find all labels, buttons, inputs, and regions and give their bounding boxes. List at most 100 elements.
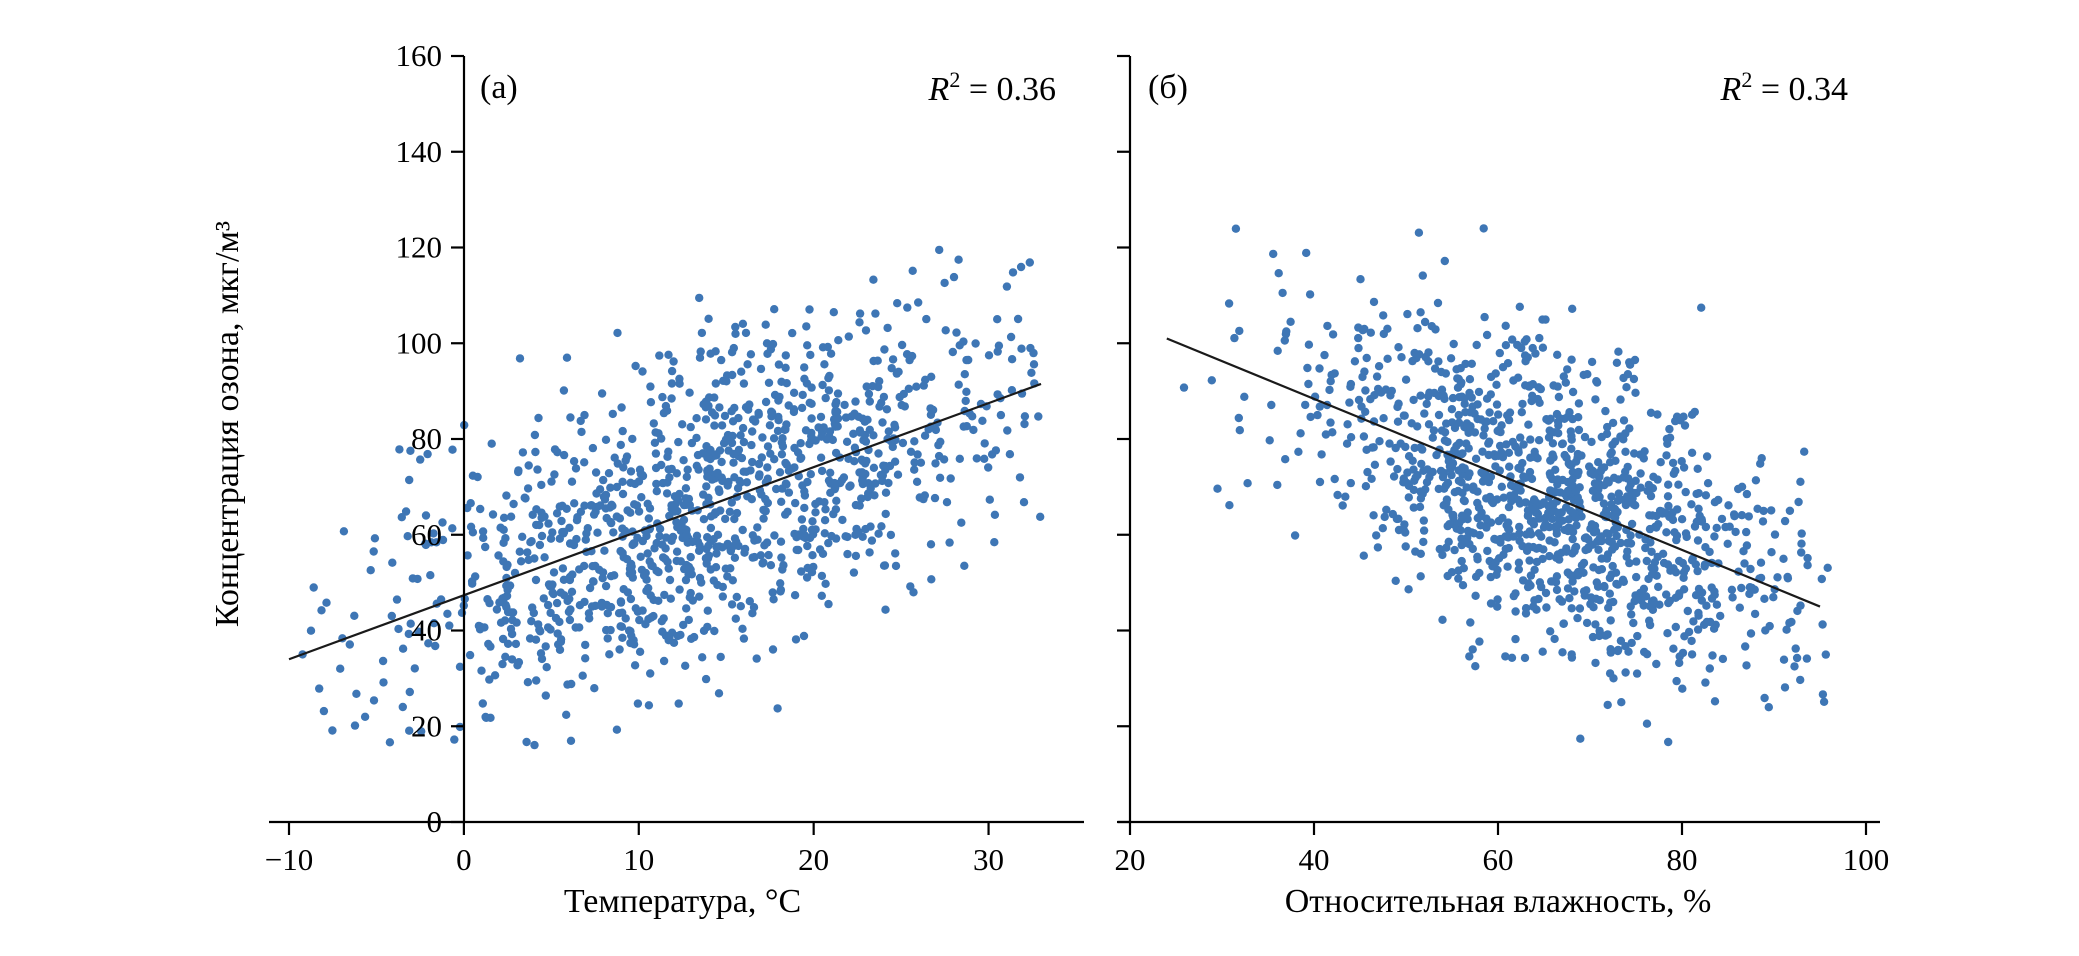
data-point (808, 551, 817, 560)
data-point (1029, 360, 1039, 369)
data-point (1652, 523, 1661, 532)
data-point (774, 360, 784, 369)
data-point (942, 498, 952, 507)
data-point (478, 699, 487, 708)
data-point (392, 595, 402, 604)
data-point (1640, 647, 1649, 657)
data-point (777, 497, 786, 506)
data-point (738, 624, 747, 633)
data-point (658, 540, 667, 549)
data-point (857, 494, 866, 503)
data-point (882, 405, 892, 414)
data-point (1593, 537, 1602, 546)
data-point (1525, 467, 1535, 477)
data-point (682, 530, 691, 539)
data-point (643, 549, 652, 558)
data-point (533, 465, 542, 474)
data-point (802, 573, 812, 582)
data-point (776, 587, 785, 596)
data-point (910, 437, 919, 446)
data-point (1566, 427, 1576, 436)
data-point (350, 721, 360, 730)
data-point (1603, 550, 1613, 559)
data-point (1622, 383, 1631, 392)
data-point (1438, 550, 1447, 560)
data-point (1568, 577, 1577, 586)
data-point (736, 431, 745, 440)
data-point (1723, 539, 1732, 548)
data-point (722, 377, 731, 386)
data-point (850, 457, 859, 466)
data-point (1524, 579, 1533, 588)
data-point (1737, 511, 1747, 520)
data-point (732, 508, 742, 518)
data-point (527, 617, 536, 626)
data-point (935, 473, 945, 482)
data-point (817, 591, 826, 600)
data-point (1637, 596, 1646, 605)
data-point (1680, 421, 1690, 430)
data-point (1574, 399, 1584, 408)
data-point (1454, 374, 1463, 384)
data-point (485, 675, 494, 684)
data-point (1533, 454, 1542, 463)
data-point (1608, 440, 1617, 449)
data-point (996, 410, 1006, 420)
data-point (799, 631, 809, 641)
data-point (481, 712, 490, 722)
data-point (429, 619, 439, 628)
data-point (1605, 458, 1615, 467)
data-point (1796, 675, 1805, 685)
data-point (1625, 558, 1634, 568)
data-point (403, 532, 412, 541)
data-point (713, 580, 722, 590)
data-point (1629, 374, 1639, 384)
data-point (807, 435, 816, 444)
data-point (1015, 473, 1025, 482)
data-point (820, 529, 829, 538)
data-point (672, 469, 681, 478)
data-point (1391, 576, 1400, 585)
data-point (1594, 545, 1603, 554)
data-point (748, 457, 757, 467)
data-point (1394, 399, 1403, 408)
data-point (791, 635, 801, 644)
data-point (717, 355, 726, 365)
data-point (562, 504, 571, 513)
data-point (763, 442, 773, 451)
data-point (1746, 629, 1756, 638)
data-point (1580, 432, 1590, 442)
data-point (1562, 503, 1571, 512)
data-point (1773, 573, 1782, 582)
data-point (716, 652, 725, 662)
data-point (881, 488, 891, 497)
data-point (874, 529, 883, 538)
data-point (1356, 275, 1365, 284)
data-point (1535, 333, 1544, 343)
data-point (581, 640, 590, 650)
data-point (1599, 463, 1609, 472)
data-point (1479, 431, 1488, 440)
data-point (1724, 501, 1733, 510)
data-point (1003, 426, 1012, 435)
data-point (948, 347, 957, 357)
data-point (473, 472, 482, 482)
data-point (756, 551, 765, 560)
data-point (597, 389, 607, 398)
data-point (1326, 418, 1335, 427)
data-point (1616, 395, 1625, 404)
data-point (617, 403, 626, 412)
data-point (1448, 393, 1458, 403)
data-point (1280, 336, 1290, 345)
data-point (702, 482, 711, 491)
data-point (1361, 407, 1370, 416)
data-point (1475, 568, 1484, 578)
data-point (886, 530, 896, 540)
data-point (1589, 603, 1598, 612)
data-point (1473, 552, 1482, 561)
data-point (315, 684, 324, 693)
data-point (1545, 469, 1555, 478)
data-point (581, 654, 590, 663)
data-point (1313, 410, 1322, 420)
data-point (1360, 324, 1369, 334)
